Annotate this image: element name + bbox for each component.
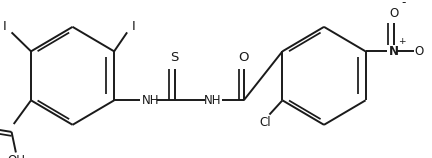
Text: OH: OH xyxy=(7,154,25,158)
Text: -: - xyxy=(401,0,405,9)
Text: NH: NH xyxy=(204,94,221,107)
Text: O: O xyxy=(389,7,398,20)
Text: I: I xyxy=(3,20,7,33)
Text: S: S xyxy=(171,51,179,64)
Text: I: I xyxy=(132,20,136,33)
Text: Cl: Cl xyxy=(259,116,271,129)
Text: +: + xyxy=(398,37,405,46)
Text: N: N xyxy=(389,45,399,58)
Text: NH: NH xyxy=(142,94,159,107)
Text: O: O xyxy=(238,51,249,64)
Text: O: O xyxy=(414,45,423,58)
